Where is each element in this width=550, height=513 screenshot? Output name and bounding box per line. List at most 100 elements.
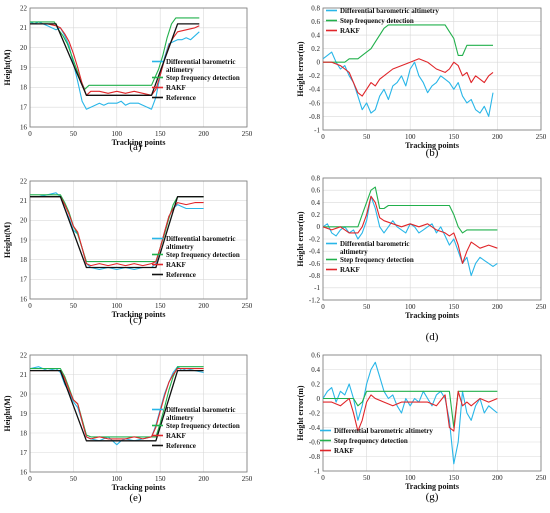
x-tick-label: 250 [242, 302, 253, 310]
legend-entry: altimetry [166, 66, 194, 74]
y-tick-label: -1 [314, 467, 320, 475]
series-line-step-frequency-detection [323, 186, 498, 234]
series-line-reference [30, 23, 200, 96]
y-tick-label: 19 [20, 64, 28, 72]
y-tick-label: 0.4 [311, 32, 320, 40]
legend-entry: Step frequency detection [166, 74, 240, 82]
x-tick-label: 50 [363, 133, 371, 141]
panel-letter: (a) [129, 141, 142, 153]
legend-entry: Differential barometric [166, 406, 236, 414]
y-tick-label: -0.6 [309, 99, 321, 107]
y-tick-label: 20 [20, 390, 28, 398]
chart-panel-a: 16 17 18 19 20 21 22 0 50 100 150 200 250 Tracking po… [3, 4, 253, 153]
x-axis-label: Tracking points [405, 311, 459, 320]
plot-area-border [322, 7, 542, 131]
x-axis-label: Tracking points [112, 483, 166, 492]
y-tick-label: -0.8 [309, 113, 321, 121]
x-tick-label: 100 [405, 133, 416, 141]
y-axis-label: Height error(m) [296, 385, 305, 440]
series-line-rakf [322, 195, 498, 264]
x-tick-label: 200 [492, 133, 503, 141]
chart-panel-e: 16 17 18 19 20 21 22 0 50 100 150 200 250 Tracking po… [3, 351, 253, 504]
series-line-step-frequency-detection [323, 24, 493, 63]
y-tick-label: 0.6 [311, 351, 320, 359]
legend-entry: Step frequency detection [166, 251, 240, 259]
x-tick-label: 0 [28, 475, 32, 483]
y-tick-label: -0.6 [309, 438, 321, 446]
y-tick-label: 0.6 [311, 187, 320, 195]
x-tick-label: 250 [536, 133, 547, 141]
panel-letter: (b) [426, 147, 439, 159]
x-tick-label: 250 [536, 474, 547, 482]
panel-letter: (d) [426, 331, 439, 343]
panel-letter: (g) [426, 491, 439, 503]
y-tick-label: 18 [20, 84, 28, 92]
x-tick-label: 0 [28, 130, 32, 138]
y-axis-label: Height(M) [3, 222, 12, 258]
legend-entry: Differential barometric [166, 58, 236, 66]
legend-entry: RAKF [166, 84, 186, 92]
y-tick-label: 17 [20, 276, 28, 284]
legend-entry: Step frequency detection [334, 437, 408, 445]
x-tick-label: 150 [449, 133, 460, 141]
x-axis-label: Tracking points [405, 482, 459, 491]
legend-entry: Differential barometric altimetry [340, 7, 439, 15]
y-tick-label: 19 [20, 236, 28, 244]
x-tick-label: 50 [70, 475, 78, 483]
y-tick-label: -0.2 [309, 72, 321, 80]
x-tick-label: 200 [198, 475, 209, 483]
series-line-step-frequency-detection [30, 366, 204, 438]
series-line-reference [30, 369, 204, 442]
y-tick-label: 22 [20, 4, 28, 12]
x-tick-label: 0 [321, 303, 325, 311]
x-tick-label: 100 [405, 303, 416, 311]
y-tick-label: 21 [20, 371, 28, 379]
x-tick-label: 150 [449, 303, 460, 311]
x-axis-label: Tracking points [112, 138, 166, 147]
y-tick-label: -0.2 [309, 409, 321, 417]
y-tick-label: 0 [317, 223, 321, 231]
series-line-differential-barometric-altimetry [322, 51, 494, 117]
legend-entry: Differential barometric altimetry [334, 427, 433, 435]
y-tick-label: 0.4 [311, 366, 320, 374]
series-line-rakf [323, 58, 494, 97]
series-line-rakf [30, 196, 204, 267]
panel-letter: (c) [129, 314, 142, 326]
legend-entry: Differential barometric [166, 235, 236, 243]
series-line-differential-barometric-altimetry [322, 361, 498, 465]
y-tick-label: 16 [20, 295, 28, 303]
legend-entry: RAKF [334, 447, 354, 455]
y-tick-label: 0 [317, 395, 321, 403]
y-tick-label: -0.4 [309, 424, 321, 432]
plot-area-border [29, 354, 248, 473]
y-tick-label: 18 [20, 429, 28, 437]
x-tick-label: 0 [321, 133, 325, 141]
series-line-differential-barometric-altimetry [29, 366, 204, 446]
x-tick-label: 150 [155, 130, 166, 138]
y-tick-label: -1 [314, 126, 320, 134]
y-tick-label: 0.8 [311, 4, 320, 12]
x-tick-label: 200 [198, 302, 209, 310]
y-tick-label: 20 [20, 217, 28, 225]
y-axis-label: Height error(m) [296, 211, 305, 266]
y-tick-label: -1 [314, 284, 320, 292]
x-tick-label: 150 [155, 475, 166, 483]
x-tick-label: 100 [112, 302, 123, 310]
y-tick-label: 0.6 [311, 18, 320, 26]
y-tick-label: 22 [20, 177, 28, 185]
y-tick-label: 20 [20, 44, 28, 52]
x-axis-label: Tracking points [112, 310, 166, 319]
series-line-step-frequency-detection [30, 17, 200, 90]
legend-entry: Reference [166, 94, 196, 102]
x-tick-label: 100 [405, 474, 416, 482]
x-axis-label: Tracking points [405, 141, 459, 150]
y-tick-label: 21 [20, 24, 28, 32]
x-tick-label: 50 [70, 130, 78, 138]
legend-entry: Step frequency detection [340, 256, 414, 264]
chart-panel-c: 16 17 18 19 20 21 22 0 50 100 150 200 250 Tracking po… [3, 177, 253, 326]
